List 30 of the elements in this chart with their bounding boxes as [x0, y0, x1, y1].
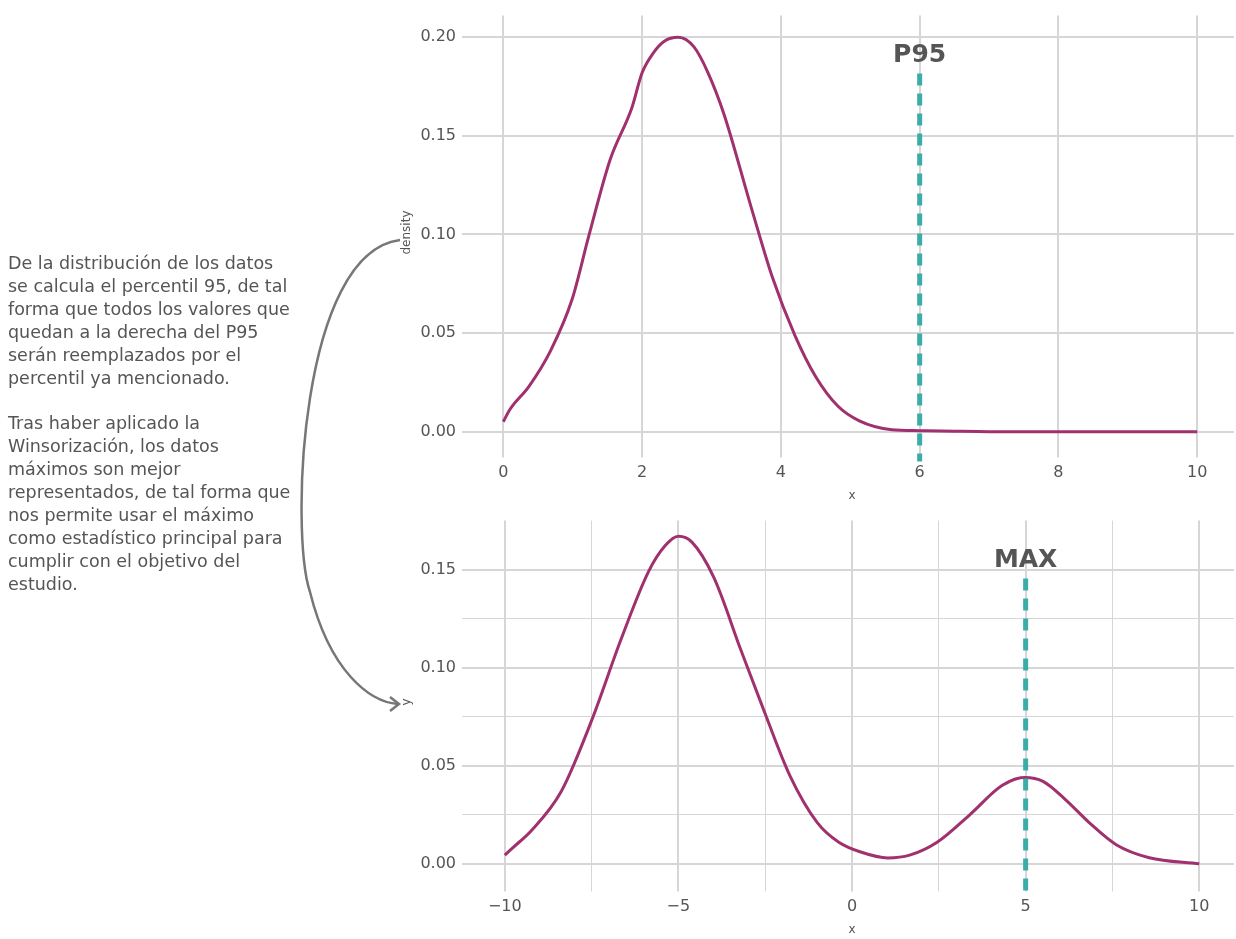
- y-tick-label: 0.05: [420, 322, 457, 342]
- y-tick-label: 0.15: [420, 125, 457, 145]
- y-tick-label: 0.05: [420, 754, 457, 774]
- y-axis-title: y: [399, 698, 414, 706]
- ref-line-label: MAX: [993, 543, 1058, 573]
- ref-line-label: P95: [893, 38, 947, 68]
- x-axis-title: x: [848, 921, 856, 936]
- x-tick-label: −5: [666, 896, 691, 916]
- x-tick-label: −10: [487, 896, 522, 916]
- text: De la distribución de los datos se calcula el percentil 95, de tal forma que todos los valores que quedan a la derecha del P95 serán reemplazados por el percentil ya mencionado.: [8, 252, 291, 390]
- x-axis-title: x: [848, 487, 856, 502]
- y-tick-label: 0.20: [420, 26, 457, 46]
- x-tick-label: 10: [1187, 462, 1208, 482]
- x-tick-label: 0: [498, 462, 509, 482]
- x-tick-label: 0: [846, 896, 858, 916]
- x-tick-label: 2: [637, 462, 648, 482]
- line-series: [503, 534, 1201, 866]
- text: Tras haber aplicado la Winsorización, los datos máximos son mejor representados, de tal forma que nos permite usar el máximo como estadístico principal para cumplir con el objetivo del estudio.: [8, 412, 292, 596]
- y-axis-title: density: [399, 210, 414, 255]
- x-tick-label: 6: [914, 462, 925, 482]
- y-tick-label: 0.00: [420, 420, 457, 440]
- y-tick-label: 0.10: [420, 656, 457, 676]
- y-tick-label: 0.00: [420, 852, 457, 872]
- x-tick-label: 10: [1189, 896, 1210, 916]
- line-series: [501, 35, 1199, 434]
- y-tick-label: 0.10: [420, 223, 457, 243]
- x-tick-label: 5: [1020, 896, 1031, 916]
- x-tick-label: 4: [775, 462, 786, 482]
- x-tick-label: 8: [1053, 462, 1064, 482]
- y-tick-label: 0.15: [420, 558, 457, 578]
